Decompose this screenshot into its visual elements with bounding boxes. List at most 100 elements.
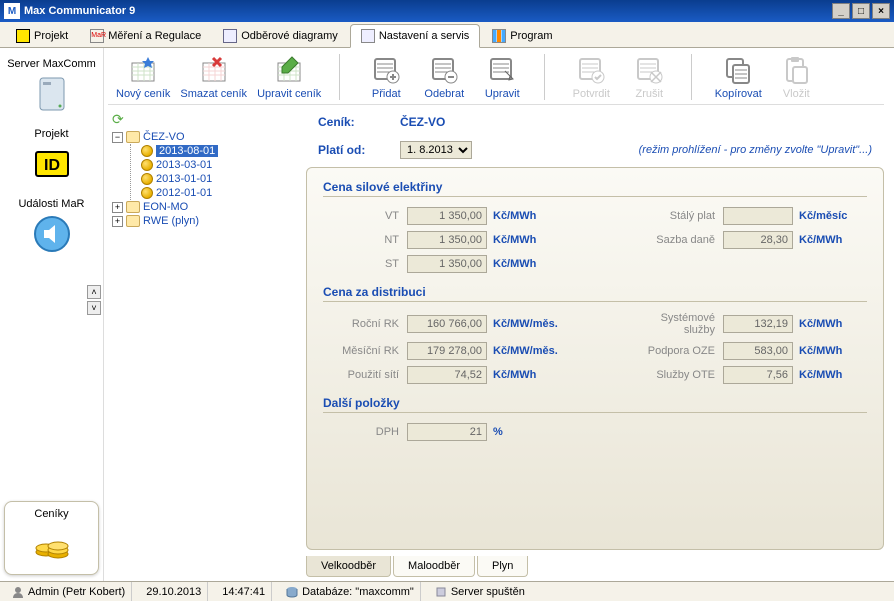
chevron-up-icon[interactable]: ˄ [87,285,101,299]
ss-unit: Kč/MWh [797,318,867,330]
dph-input[interactable]: 21 [407,423,487,441]
tree-node-date[interactable]: 2013-01-01 [141,172,298,186]
maximize-button[interactable]: □ [852,3,870,19]
plati-od-select[interactable]: 1. 8.2013 [400,141,472,159]
status-db: Databáze: "maxcomm" [302,586,414,598]
cenik-label: Ceník: [318,115,388,129]
edit-row-icon [486,54,518,86]
cancel-button: Zrušit [625,54,673,100]
tree-node-eon[interactable]: +EON-MO [112,200,298,214]
add-icon [370,54,402,86]
dph-unit: % [491,426,561,438]
sidebar-collapse: ˄ ˅ [87,285,101,315]
copy-icon [722,54,754,86]
status-date: 29.10.2013 [146,586,201,598]
status-server: Server spuštěn [451,586,525,598]
folder-icon [126,201,140,213]
tab-velkoodber[interactable]: Velkoodběr [306,556,391,577]
ps-label: Použití sítí [323,369,403,381]
expand-icon[interactable]: + [112,202,123,213]
ps-unit: Kč/MWh [491,369,561,381]
speaker-icon [32,214,72,254]
tab-label: Měření a Regulace [108,30,201,42]
ote-unit: Kč/MWh [797,369,867,381]
section-heading: Další položky [323,396,867,413]
window-title: Max Communicator 9 [24,5,832,17]
toolbar-label: Vložit [772,88,820,100]
user-icon [12,586,24,598]
tree-node-rwe[interactable]: +RWE (plyn) [112,214,298,228]
staly-input[interactable] [723,207,793,225]
ss-input[interactable]: 132,19 [723,315,793,333]
new-icon [127,54,159,86]
sazba-label: Sazba daně [629,234,719,246]
edit-button[interactable]: Upravit [478,54,526,100]
sidebar-item-label: Události MaR [4,198,99,210]
mode-hint[interactable]: (režim prohlížení - pro změny zvolte "Up… [639,144,872,156]
main-tab-bar: Projekt MaRMěření a Regulace Odběrové di… [0,22,894,48]
sidebar-item-label: Projekt [4,128,99,140]
remove-button[interactable]: Odebrat [420,54,468,100]
sazba-input[interactable]: 28,30 [723,231,793,249]
sidebar-item-label: Server MaxComm [4,58,99,70]
add-button[interactable]: Přidat [362,54,410,100]
detail-tabs: Velkoodběr Maloodběr Plyn [306,556,884,577]
sidebar-item-server[interactable]: Server MaxComm [4,54,99,124]
ote-label: Služby OTE [629,369,719,381]
collapse-icon[interactable]: − [112,132,123,143]
close-button[interactable]: × [872,3,890,19]
tree-node-cez[interactable]: −ČEZ-VO [112,130,298,144]
mk-input[interactable]: 179 278,00 [407,342,487,360]
tab-plyn[interactable]: Plyn [477,556,528,577]
nt-input[interactable]: 1 350,00 [407,231,487,249]
sidebar-item-udalosti[interactable]: Události MaR [4,194,99,264]
delete-pricelist-button[interactable]: Smazat ceník [180,54,247,100]
expand-icon[interactable]: + [112,216,123,227]
toolbar-label: Zrušit [625,88,673,100]
vt-input[interactable]: 1 350,00 [407,207,487,225]
vt-unit: Kč/MWh [491,210,561,222]
id-icon: ID [32,144,72,184]
tree-node-date[interactable]: 2013-03-01 [141,158,298,172]
main-content: Nový ceník Smazat ceník Upravit ceník Př… [104,48,894,581]
tab-program[interactable]: Program [482,25,562,47]
tab-nastaveni[interactable]: Nastavení a servis [350,24,480,48]
sidebar: Server MaxComm Projekt ID Události MaR ˄… [0,48,104,581]
edit-pricelist-button[interactable]: Upravit ceník [257,54,321,100]
sidebar-item-projekt[interactable]: Projekt ID [4,124,99,194]
tab-mereni[interactable]: MaRMěření a Regulace [80,25,211,47]
cenik-value: ČEZ-VO [400,115,445,129]
tree-node-date[interactable]: 2013-08-01 [141,144,298,158]
tree-node-date[interactable]: 2012-01-01 [141,186,298,200]
refresh-icon[interactable]: ⟳ [112,111,124,127]
tab-diagrams[interactable]: Odběrové diagramy [213,25,348,47]
tab-maloodber[interactable]: Maloodběr [393,556,475,577]
tab-projekt[interactable]: Projekt [6,25,78,47]
tree-label: 2013-03-01 [156,159,212,171]
folder-icon [126,131,140,143]
tree-label: 2013-08-01 [156,145,218,157]
tree-label: 2013-01-01 [156,173,212,185]
minimize-button[interactable]: _ [832,3,850,19]
sidebar-item-ceniky[interactable]: Ceníky [4,501,99,575]
form-box: Cena silové elektřiny VT1 350,00Kč/MWh S… [306,167,884,550]
tab-label: Projekt [34,30,68,42]
vt-label: VT [323,210,403,222]
st-input[interactable]: 1 350,00 [407,255,487,273]
rk-input[interactable]: 160 766,00 [407,315,487,333]
remove-icon [428,54,460,86]
paste-button: Vložit [772,54,820,100]
new-pricelist-button[interactable]: Nový ceník [116,54,170,100]
status-bar: Admin (Petr Kobert) 29.10.2013 14:47:41 … [0,581,894,601]
staly-unit: Kč/měsíc [797,210,867,222]
copy-button[interactable]: Kopírovat [714,54,762,100]
oze-input[interactable]: 583,00 [723,342,793,360]
toolbar-label: Potvrdit [567,88,615,100]
ps-input[interactable]: 74,52 [407,366,487,384]
tree-label: 2012-01-01 [156,187,212,199]
toolbar-label: Upravit [478,88,526,100]
chevron-down-icon[interactable]: ˅ [87,301,101,315]
oze-label: Podpora OZE [629,345,719,357]
coin-icon [141,145,153,157]
ote-input[interactable]: 7,56 [723,366,793,384]
